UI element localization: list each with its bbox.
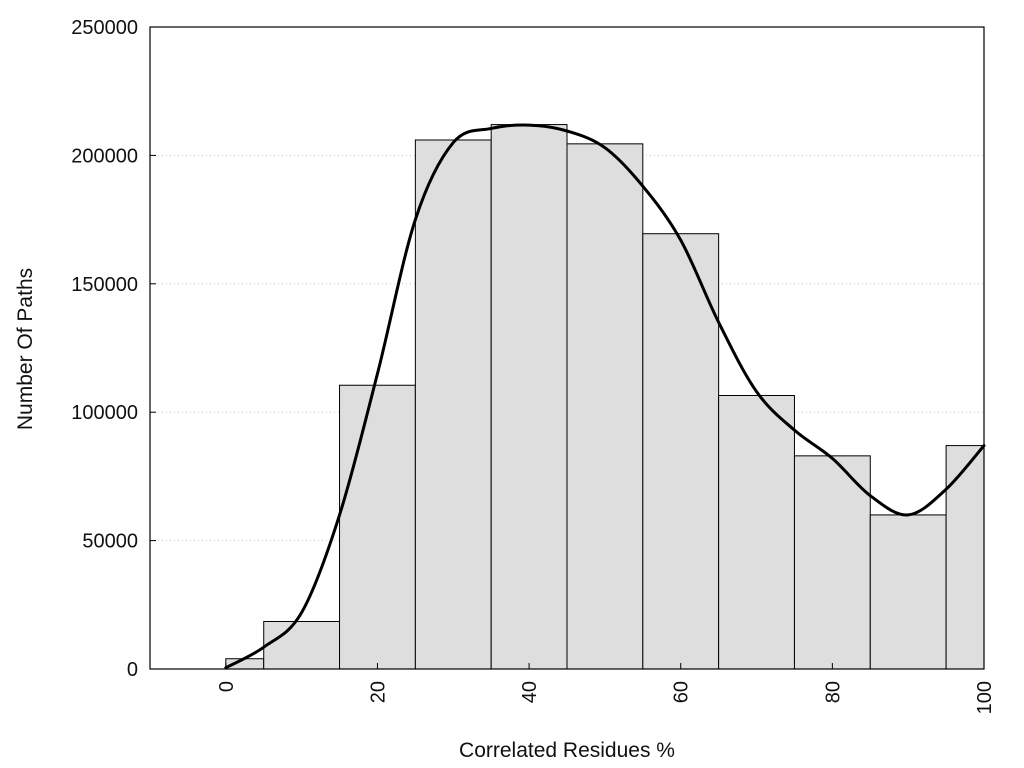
- density-curve-layer: [224, 123, 986, 670]
- histogram-bars: [225, 124, 985, 670]
- x-tick-label: 80: [822, 681, 844, 703]
- histogram-bar: [263, 620, 341, 670]
- x-tick-label: 100: [974, 681, 996, 714]
- histogram-bar: [718, 395, 795, 670]
- y-axis-label: Number Of Paths: [14, 268, 37, 430]
- x-tick-label: 20: [367, 681, 389, 703]
- density-curve: [224, 123, 986, 670]
- x-axis-ticks: 0 20 40 60 80 100: [216, 663, 996, 714]
- histogram-bar: [945, 445, 985, 670]
- y-tick-label: 250000: [71, 17, 138, 39]
- x-axis-label: Correlated Residues %: [459, 739, 675, 762]
- x-tick-label: 60: [671, 681, 693, 703]
- histogram-bar: [642, 233, 720, 670]
- y-tick-label: 50000: [82, 531, 138, 553]
- plot-frame: [149, 26, 985, 670]
- histogram-bar: [339, 384, 416, 670]
- histogram-bar: [869, 514, 947, 670]
- y-tick-label: 0: [127, 659, 138, 681]
- histogram-bar: [566, 143, 644, 670]
- x-tick-label: 0: [216, 681, 238, 692]
- histogram-bar: [414, 139, 492, 670]
- x-tick-label: 40: [519, 681, 541, 703]
- histogram-bar: [490, 124, 568, 670]
- y-tick-label: 100000: [71, 402, 138, 424]
- y-axis-ticks: 0 50000 100000 150000 200000 250000: [71, 17, 156, 681]
- y-tick-label: 150000: [71, 274, 138, 296]
- histogram-bar: [793, 455, 871, 670]
- y-tick-label: 200000: [71, 145, 138, 167]
